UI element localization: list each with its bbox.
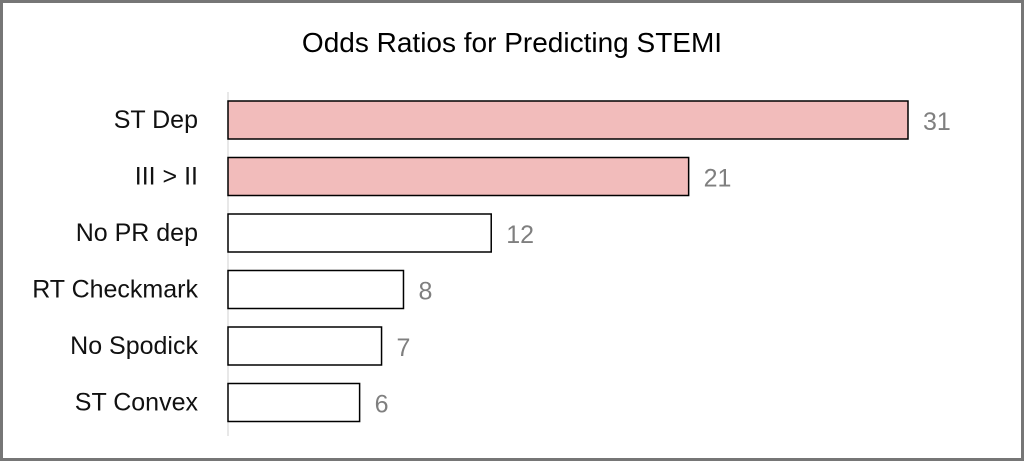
- category-label-0: ST Dep: [114, 106, 198, 134]
- value-label-3: 8: [418, 278, 432, 306]
- bar-3: [227, 269, 405, 310]
- category-label-5: ST Convex: [75, 389, 199, 417]
- bar-1: [227, 156, 690, 197]
- value-label-0: 31: [923, 108, 951, 136]
- bar-5: [227, 382, 361, 423]
- category-label-4: No Spodick: [70, 332, 198, 360]
- value-label-5: 6: [375, 391, 389, 419]
- bar-2: [227, 213, 492, 253]
- bar-0: [227, 100, 909, 140]
- category-label-3: RT Checkmark: [32, 276, 198, 304]
- value-label-1: 21: [704, 165, 732, 193]
- category-label-1: III > II: [135, 163, 198, 191]
- chart-title: Odds Ratios for Predicting STEMI: [302, 27, 722, 58]
- value-label-4: 7: [397, 334, 411, 362]
- bar-4: [227, 326, 383, 366]
- category-label-2: No PR dep: [76, 219, 198, 247]
- value-label-2: 12: [506, 221, 534, 249]
- bars-group: ST Dep 31 III > II 21 No PR dep 12 RT Checkmar…: [32, 100, 951, 423]
